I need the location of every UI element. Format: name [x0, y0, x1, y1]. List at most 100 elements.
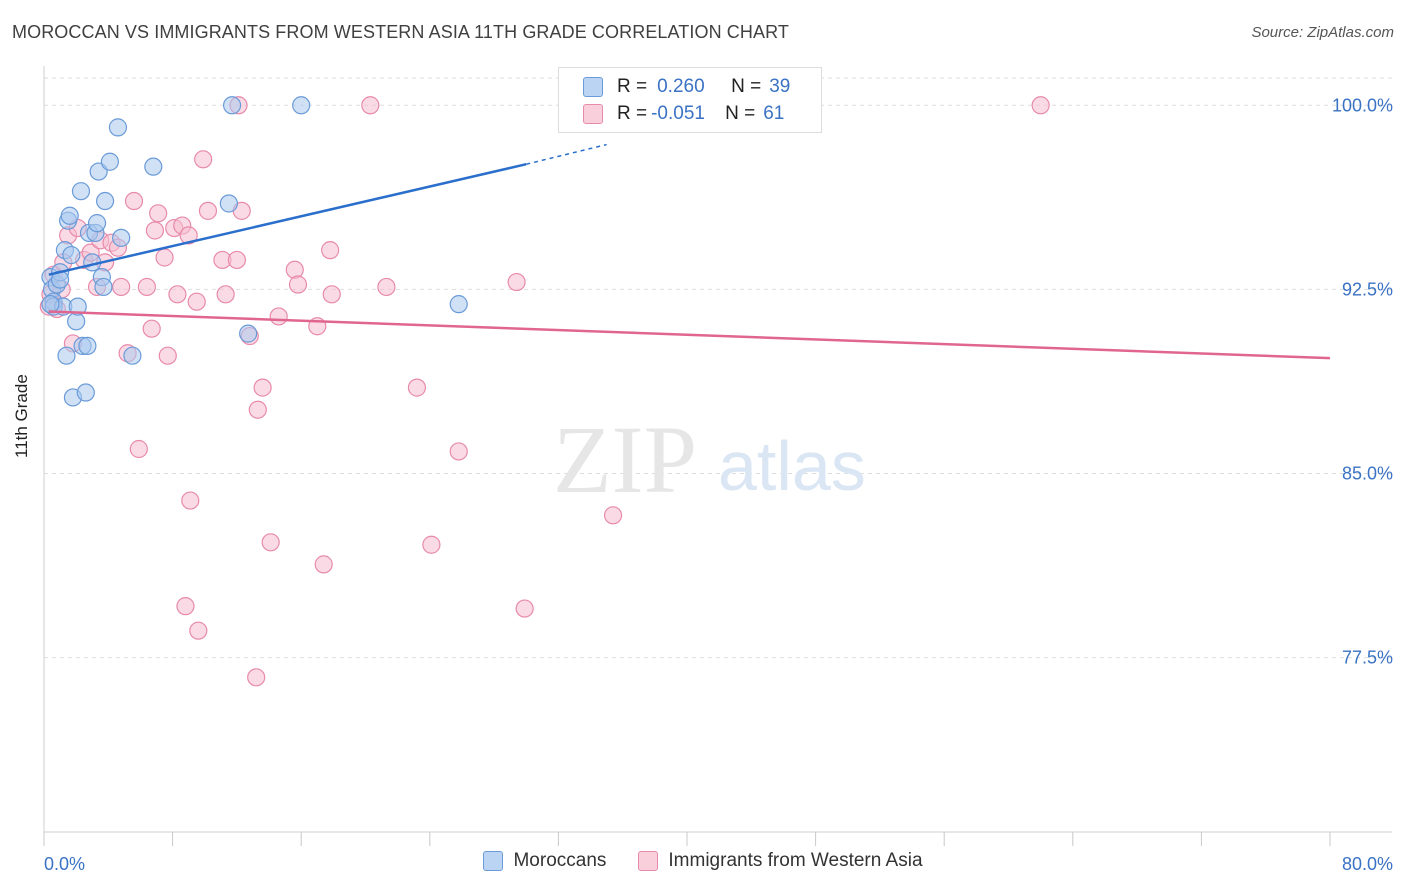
pink-point-22[interactable]: [145, 221, 165, 240]
y-tick-label-0: 100.0%: [1332, 95, 1393, 115]
legend-r-label: R =: [617, 103, 648, 124]
pink-point-47[interactable]: [285, 260, 304, 279]
legend-swatch-blue: [583, 77, 603, 97]
y-tick-labels: 100.0% 92.5% 85.0% 77.5%: [1332, 95, 1393, 667]
pink-point-53[interactable]: [361, 96, 380, 115]
pink-point-23[interactable]: [149, 204, 168, 223]
blue-point-23[interactable]: [87, 214, 107, 233]
pink-point-45[interactable]: [261, 533, 280, 552]
y-tick-label-2: 85.0%: [1342, 464, 1393, 484]
series-legend: Moroccans Immigrants from Western Asia: [0, 850, 1406, 872]
pink-point-55[interactable]: [407, 378, 427, 397]
legend-swatch-pink: [638, 851, 659, 871]
blue-point-9[interactable]: [57, 346, 76, 365]
x-ticks: [43, 832, 1331, 846]
blue-point-28[interactable]: [100, 152, 120, 171]
pink-point-60[interactable]: [603, 506, 623, 525]
pink-point-51[interactable]: [321, 241, 340, 260]
trend-line-pink: [48, 310, 1331, 360]
legend-r-label: R =: [617, 76, 648, 97]
legend-item-moroccans[interactable]: Moroccans: [483, 850, 606, 872]
watermark-atlas: atlas: [718, 427, 866, 505]
pink-point-16[interactable]: [112, 277, 131, 297]
legend-n-label: N =: [725, 103, 756, 124]
blue-point-30[interactable]: [112, 228, 131, 247]
pink-point-50[interactable]: [314, 555, 333, 574]
blue-point-33[interactable]: [219, 194, 238, 213]
legend-item-western-asia[interactable]: Immigrants from Western Asia: [638, 850, 923, 872]
axes: [43, 66, 1392, 833]
x-tick-label-left: 0.0%: [44, 854, 85, 874]
trend-line-blue-extension: [526, 143, 607, 165]
pink-point-46[interactable]: [269, 307, 288, 326]
pink-point-24[interactable]: [155, 248, 174, 267]
x-tick-label-right: 80.0%: [1342, 854, 1393, 874]
correlation-legend: R = 0.260 N = 39 R = -0.051 N = 61: [558, 67, 822, 133]
pink-point-30[interactable]: [179, 226, 198, 245]
pink-point-21[interactable]: [142, 319, 161, 338]
legend-row-western-asia: R = -0.051 N = 61: [583, 101, 784, 127]
blue-point-12[interactable]: [62, 245, 81, 265]
blue-point-34[interactable]: [222, 96, 242, 115]
pink-point-33[interactable]: [189, 621, 208, 640]
y-tick-label-3: 77.5%: [1342, 648, 1393, 668]
legend-n-value-pink: 61: [763, 103, 785, 124]
blue-point-27[interactable]: [95, 191, 115, 211]
pink-point-61[interactable]: [1031, 96, 1050, 115]
blue-point-36[interactable]: [292, 96, 311, 115]
blue-point-29[interactable]: [108, 118, 128, 137]
pink-point-56[interactable]: [422, 535, 441, 554]
legend-r-value-blue: 0.260: [657, 76, 705, 97]
blue-point-11[interactable]: [60, 206, 79, 225]
pink-point-20[interactable]: [137, 277, 156, 297]
blue-point-15[interactable]: [68, 297, 87, 316]
pink-point-27[interactable]: [168, 285, 187, 304]
legend-label-western-asia: Immigrants from Western Asia: [668, 850, 923, 871]
blue-point-32[interactable]: [144, 157, 163, 176]
pink-point-37[interactable]: [216, 285, 235, 304]
pink-point-31[interactable]: [181, 491, 200, 510]
pink-point-52[interactable]: [322, 285, 341, 304]
trend-lines: [48, 143, 1331, 360]
pink-series-points: [39, 96, 1050, 687]
blue-point-37[interactable]: [449, 295, 468, 314]
blue-point-38[interactable]: [41, 295, 60, 314]
pink-point-57[interactable]: [449, 442, 468, 461]
pink-point-44[interactable]: [253, 378, 272, 397]
legend-swatch-pink: [583, 104, 603, 124]
pink-point-35[interactable]: [198, 201, 218, 220]
blue-point-35[interactable]: [239, 324, 258, 343]
legend-n-label: N =: [731, 76, 762, 97]
pink-point-54[interactable]: [377, 277, 396, 297]
watermark-zip: ZIP: [553, 406, 697, 513]
blue-series-points: [41, 96, 468, 407]
legend-swatch-blue: [483, 851, 504, 871]
legend-r-value-pink: -0.051: [651, 103, 705, 124]
y-tick-label-1: 92.5%: [1342, 279, 1393, 299]
legend-label-moroccans: Moroccans: [513, 850, 607, 871]
blue-point-26[interactable]: [94, 277, 113, 297]
pink-point-29[interactable]: [176, 597, 195, 616]
pink-point-43[interactable]: [248, 400, 267, 419]
pink-point-25[interactable]: [158, 346, 177, 365]
blue-point-19[interactable]: [78, 336, 97, 355]
legend-n-value-blue: 39: [769, 76, 791, 97]
blue-point-16[interactable]: [71, 182, 91, 201]
pink-point-19[interactable]: [129, 439, 148, 459]
blue-point-18[interactable]: [76, 383, 95, 402]
pink-point-48[interactable]: [288, 275, 308, 294]
pink-point-18[interactable]: [124, 191, 144, 211]
source-label: Source: ZipAtlas.com: [1251, 24, 1394, 41]
legend-row-moroccans: R = 0.260 N = 39: [583, 74, 790, 100]
pink-point-42[interactable]: [247, 668, 266, 687]
pink-point-34[interactable]: [194, 150, 213, 169]
blue-point-31[interactable]: [123, 346, 142, 365]
chart-title: MOROCCAN VS IMMIGRANTS FROM WESTERN ASIA…: [12, 22, 789, 42]
gridlines: [44, 77, 1392, 659]
pink-point-58[interactable]: [507, 272, 526, 292]
trend-line-blue: [48, 162, 527, 276]
pink-point-32[interactable]: [187, 292, 206, 311]
pink-point-38[interactable]: [227, 250, 246, 270]
pink-point-59[interactable]: [515, 599, 534, 618]
